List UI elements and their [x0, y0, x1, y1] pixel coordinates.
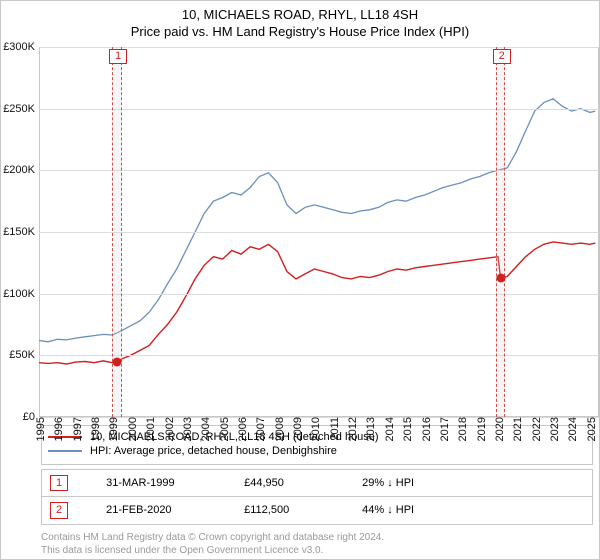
marker-badge: 2 — [493, 49, 511, 64]
down-arrow-icon: ↓ — [387, 477, 393, 489]
down-arrow-icon: ↓ — [387, 504, 393, 516]
legend-swatch-hpi — [48, 450, 82, 452]
x-axis-label: 2012 — [347, 417, 359, 441]
chart-container: 10, MICHAELS ROAD, RHYL, LL18 4SH Price … — [0, 0, 600, 560]
table-row: 2 21-FEB-2020 £112,500 44% ↓ HPI — [42, 497, 592, 524]
x-axis-label: 2015 — [402, 417, 414, 441]
attribution-line-2: This data is licensed under the Open Gov… — [41, 544, 593, 557]
x-axis-label: 1995 — [35, 417, 47, 441]
series-hpi — [39, 99, 595, 342]
gridline — [39, 232, 599, 233]
y-axis-label: £300K — [3, 41, 35, 53]
x-axis-label: 2013 — [365, 417, 377, 441]
marker-badge: 1 — [109, 49, 127, 64]
marker-dot — [496, 274, 505, 283]
row-date: 21-FEB-2020 — [106, 504, 206, 516]
row-price: £44,950 — [244, 477, 324, 489]
x-axis-label: 2024 — [567, 417, 579, 441]
row-price: £112,500 — [244, 504, 324, 516]
x-axis-label: 1999 — [108, 417, 120, 441]
x-axis-label: 2023 — [549, 417, 561, 441]
x-axis-label: 2016 — [421, 417, 433, 441]
y-axis-label: £250K — [3, 103, 35, 115]
x-axis-label: 1996 — [53, 417, 65, 441]
gridline — [39, 109, 599, 110]
x-axis-label: 2017 — [439, 417, 451, 441]
x-axis-label: 1997 — [72, 417, 84, 441]
row-delta: 29% ↓ HPI — [362, 477, 462, 489]
gridline — [39, 294, 599, 295]
marker-dot — [113, 357, 122, 366]
y-axis-label: £200K — [3, 164, 35, 176]
y-axis-label: £150K — [3, 226, 35, 238]
x-axis-label: 2014 — [384, 417, 396, 441]
attribution: Contains HM Land Registry data © Crown c… — [41, 531, 593, 557]
row-badge: 2 — [50, 502, 68, 518]
series-price_paid — [39, 242, 595, 364]
chart-subtitle: Price paid vs. HM Land Registry's House … — [1, 22, 599, 47]
row-date: 31-MAR-1999 — [106, 477, 206, 489]
x-axis-label: 2021 — [512, 417, 524, 441]
chart-title: 10, MICHAELS ROAD, RHYL, LL18 4SH — [1, 1, 599, 22]
marker-band — [496, 47, 505, 417]
table-row: 1 31-MAR-1999 £44,950 29% ↓ HPI — [42, 470, 592, 497]
x-axis-label: 2000 — [127, 417, 139, 441]
x-axis-label: 2005 — [219, 417, 231, 441]
x-axis-label: 2010 — [310, 417, 322, 441]
y-axis-label: £100K — [3, 288, 35, 300]
plot-area: £0£50K£100K£150K£200K£250K£300K199519961… — [39, 47, 599, 417]
x-axis-label: 2020 — [494, 417, 506, 441]
gridline — [39, 170, 599, 171]
sales-table: 1 31-MAR-1999 £44,950 29% ↓ HPI 2 21-FEB… — [41, 469, 593, 525]
x-axis-label: 2001 — [145, 417, 157, 441]
x-axis-label: 2006 — [237, 417, 249, 441]
x-axis-label: 2025 — [586, 417, 598, 441]
x-axis-label: 2003 — [182, 417, 194, 441]
x-axis-label: 2022 — [531, 417, 543, 441]
attribution-line-1: Contains HM Land Registry data © Crown c… — [41, 531, 593, 544]
row-badge: 1 — [50, 475, 68, 491]
x-axis-label: 1998 — [90, 417, 102, 441]
gridline — [39, 47, 599, 48]
x-axis-label: 2004 — [200, 417, 212, 441]
legend-item-hpi: HPI: Average price, detached house, Denb… — [48, 444, 586, 458]
y-axis-label: £50K — [9, 349, 35, 361]
x-axis-label: 2019 — [476, 417, 488, 441]
x-axis-label: 2008 — [274, 417, 286, 441]
y-axis-label: £0 — [23, 411, 35, 423]
legend-label-hpi: HPI: Average price, detached house, Denb… — [90, 445, 337, 457]
x-axis-label: 2011 — [329, 417, 341, 441]
x-axis-label: 2009 — [292, 417, 304, 441]
row-delta: 44% ↓ HPI — [362, 504, 462, 516]
x-axis-label: 2002 — [164, 417, 176, 441]
gridline — [39, 355, 599, 356]
x-axis-label: 2018 — [457, 417, 469, 441]
x-axis-label: 2007 — [255, 417, 267, 441]
